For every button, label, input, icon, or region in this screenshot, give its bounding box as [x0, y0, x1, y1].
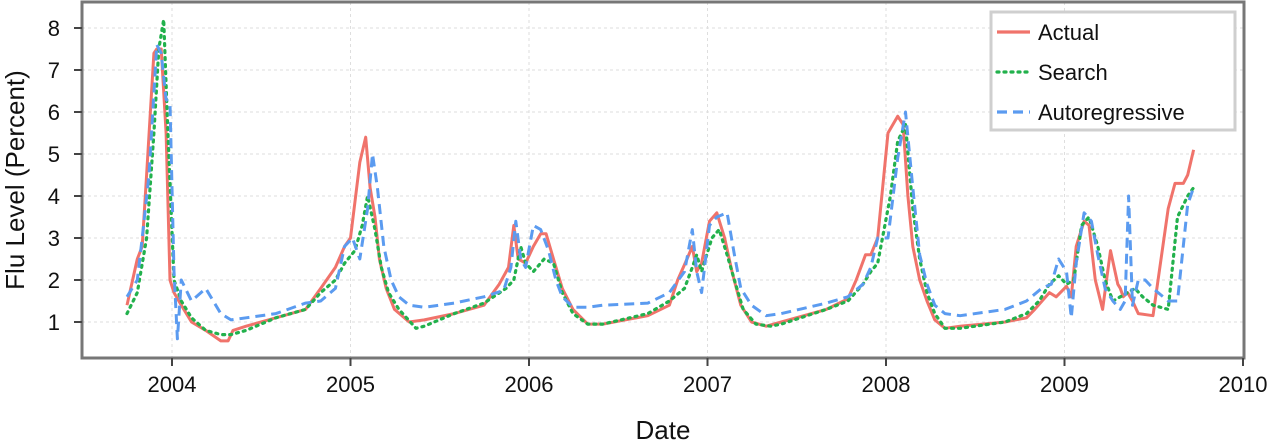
- y-tick-label: 8: [48, 16, 60, 41]
- y-tick-label: 5: [48, 142, 60, 167]
- y-tick-label: 2: [48, 268, 60, 293]
- plot-frame: [80, 0, 1246, 360]
- axes: 2004 2005 2006 2007 2008 2009 2010 1 2 3 4 5 6 7 8: [48, 16, 1268, 397]
- series-layer: [125, 18, 1196, 343]
- y-tick-label: 4: [48, 184, 60, 209]
- x-tick-label: 2006: [505, 372, 554, 397]
- y-tick-label: 7: [48, 58, 60, 83]
- y-tick-label: 1: [48, 310, 60, 335]
- x-tick-label: 2004: [148, 372, 197, 397]
- x-tick-label: 2008: [862, 372, 911, 397]
- x-axis-title: Date: [636, 415, 691, 442]
- y-tick-label: 6: [48, 100, 60, 125]
- legend: Actual Search Autoregressive: [989, 10, 1237, 132]
- y-axis-title: Flu Level (Percent): [0, 70, 30, 290]
- y-tick-label: 3: [48, 226, 60, 251]
- legend-label-actual: Actual: [1038, 20, 1099, 45]
- x-tick-label: 2005: [326, 372, 375, 397]
- x-tick-label: 2007: [683, 372, 732, 397]
- legend-label-search: Search: [1038, 60, 1108, 85]
- x-tick-label: 2009: [1040, 372, 1089, 397]
- legend-box: [989, 10, 1237, 132]
- x-tick-label: 2010: [1219, 372, 1268, 397]
- legend-label-autoregressive: Autoregressive: [1038, 100, 1185, 125]
